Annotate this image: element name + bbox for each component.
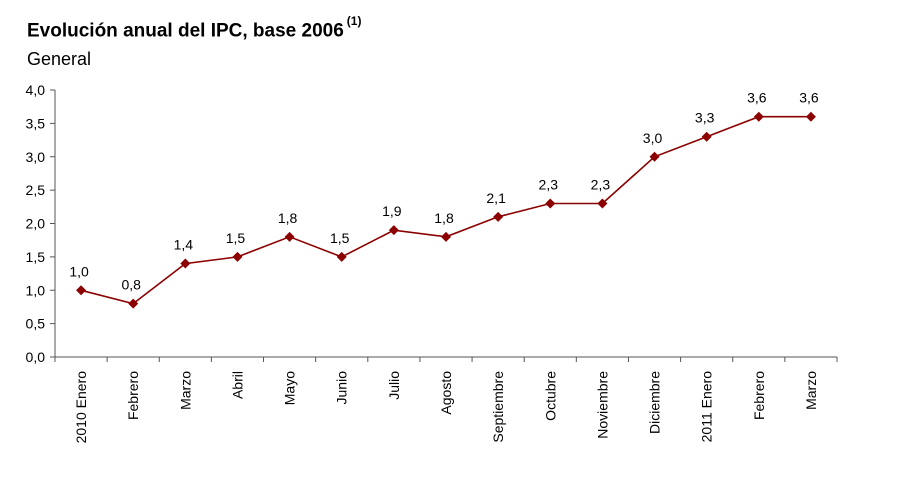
y-tick-label: 0,5 bbox=[26, 316, 46, 332]
chart-title-text: Evolución anual del IPC, base 2006 bbox=[27, 20, 344, 42]
y-tick-label: 0,0 bbox=[26, 349, 46, 365]
data-label: 3,3 bbox=[695, 110, 715, 126]
data-label: 1,5 bbox=[330, 230, 350, 246]
data-label: 1,8 bbox=[278, 210, 298, 226]
y-tick-label: 1,5 bbox=[26, 249, 46, 265]
x-tick-label: Octubre bbox=[542, 371, 558, 421]
x-tick-label: 2010 Enero bbox=[73, 371, 89, 444]
data-point bbox=[284, 231, 295, 242]
x-tick-label: Septiembre bbox=[490, 371, 506, 443]
data-point bbox=[649, 151, 660, 162]
y-tick-label: 3,5 bbox=[26, 115, 46, 131]
x-tick-label: Diciembre bbox=[647, 371, 663, 434]
y-tick-label: 4,0 bbox=[26, 82, 46, 98]
x-tick-label: Marzo bbox=[177, 371, 193, 410]
y-tick-label: 2,5 bbox=[26, 182, 46, 198]
data-label: 1,9 bbox=[382, 203, 402, 219]
x-tick-label: Febrero bbox=[751, 371, 767, 420]
data-label: 2,1 bbox=[486, 190, 506, 206]
data-point bbox=[76, 285, 87, 296]
data-label: 1,4 bbox=[174, 237, 194, 253]
data-label: 3,6 bbox=[799, 90, 819, 106]
x-tick-label: Julio bbox=[386, 371, 402, 400]
data-point bbox=[180, 258, 191, 269]
data-point bbox=[753, 111, 764, 122]
x-tick-label: Mayo bbox=[282, 371, 298, 405]
data-label: 2,3 bbox=[591, 176, 611, 192]
data-point bbox=[701, 131, 712, 142]
x-tick-label: 2011 Enero bbox=[699, 371, 715, 443]
x-tick-label: Agosto bbox=[438, 371, 454, 415]
chart-subtitle: General bbox=[27, 49, 92, 69]
data-point bbox=[232, 251, 243, 262]
x-tick-label: Marzo bbox=[803, 371, 819, 410]
data-point bbox=[128, 298, 139, 309]
y-tick-label: 3,0 bbox=[26, 149, 46, 165]
x-tick-label: Febrero bbox=[125, 371, 141, 420]
data-point bbox=[597, 198, 608, 209]
y-tick-label: 1,0 bbox=[26, 282, 46, 298]
data-point bbox=[336, 251, 347, 262]
data-label: 1,8 bbox=[434, 210, 454, 226]
x-tick-label: Junio bbox=[334, 371, 350, 405]
data-label: 1,0 bbox=[69, 263, 89, 279]
data-point bbox=[493, 211, 504, 222]
data-point bbox=[441, 231, 451, 242]
data-point bbox=[805, 111, 816, 122]
data-label: 3,0 bbox=[643, 130, 663, 146]
chart-title: Evolución anual del IPC, base 2006 (1) bbox=[27, 14, 361, 42]
x-tick-label: Abril bbox=[229, 371, 245, 399]
data-label: 3,6 bbox=[747, 90, 767, 106]
data-label: 2,3 bbox=[539, 176, 559, 192]
data-point bbox=[388, 225, 399, 236]
data-point bbox=[545, 198, 556, 209]
data-label: 1,5 bbox=[226, 230, 246, 246]
chart-title-note: (1) bbox=[346, 14, 362, 28]
x-tick-label: Noviembre bbox=[594, 371, 610, 439]
y-tick-label: 2,0 bbox=[26, 216, 46, 232]
data-label: 0,8 bbox=[121, 277, 141, 293]
